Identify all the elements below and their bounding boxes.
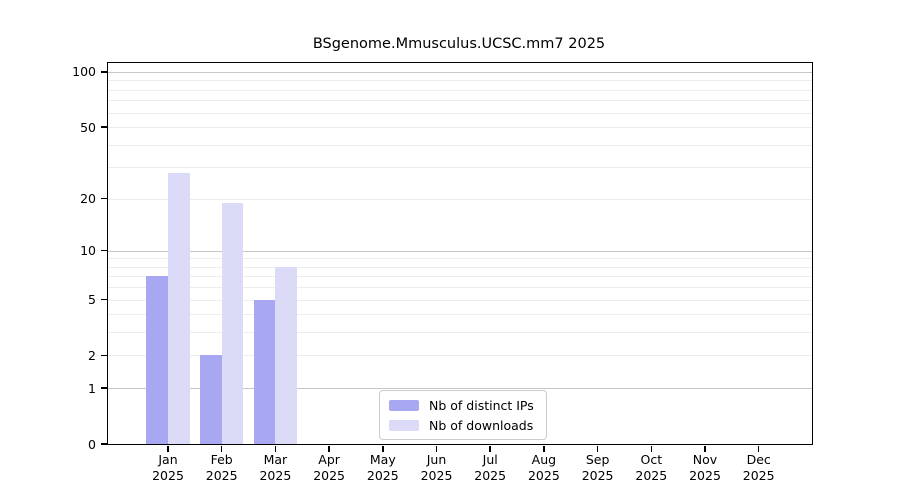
- x-tick-aug: [543, 445, 545, 452]
- y-tick-label-100: 100: [72, 64, 96, 80]
- x-tick-label-jul: Jul 2025: [474, 452, 507, 483]
- gridline-minor-3: [108, 332, 812, 334]
- x-tick-label-sep: Sep 2025: [581, 452, 614, 483]
- x-tick-label-dec: Dec 2025: [742, 452, 775, 483]
- gridline-major-10: [108, 250, 812, 252]
- gridline-minor-6: [108, 287, 812, 289]
- gridline-major-1: [108, 388, 812, 390]
- gridline-minor-2: [108, 355, 812, 357]
- gridline-minor-30: [108, 167, 812, 169]
- gridline-minor-40: [108, 144, 812, 146]
- x-tick-label-feb: Feb 2025: [205, 452, 238, 483]
- y-tick-2: [100, 354, 107, 357]
- chart-title: BSgenome.Mmusculus.UCSC.mm7 2025: [312, 36, 606, 52]
- gridline-minor-7: [108, 276, 812, 278]
- gridline-minor-50: [108, 127, 812, 129]
- x-tick-dec: [757, 445, 760, 452]
- gridline-minor-60: [108, 112, 812, 114]
- y-tick-label-20: 20: [80, 191, 96, 207]
- gridline-minor-5: [108, 299, 812, 301]
- plot-area: Nb of distinct IPs Nb of downloads 0 1 2 5 1…: [72, 62, 813, 483]
- y-tick-label-1: 1: [88, 380, 96, 396]
- legend-label-downloads: Nb of downloads: [429, 417, 534, 433]
- x-tick-oct: [650, 445, 653, 452]
- bar-downloads-feb: [221, 202, 244, 444]
- x-tick-label-oct: Oct 2025: [635, 452, 668, 483]
- bar-distinct-ips-jan: [146, 276, 168, 444]
- gridline-major-100: [108, 71, 812, 73]
- x-tick-nov: [704, 445, 706, 452]
- x-tick-label-apr: Apr 2025: [313, 452, 345, 483]
- gridline-minor-8: [108, 266, 812, 268]
- bar-distinct-ips-mar: [253, 299, 276, 444]
- x-tick-apr: [328, 445, 330, 452]
- x-tick-label-jun: Jun 2025: [420, 452, 453, 483]
- x-tick-mar: [274, 445, 277, 452]
- legend-row-distinct-ips: Nb of distinct IPs: [389, 397, 537, 413]
- legend: Nb of distinct IPs Nb of downloads: [379, 390, 547, 440]
- x-tick-feb: [220, 445, 223, 452]
- y-tick-label-2: 2: [88, 347, 96, 363]
- bar-distinct-ips-feb: [200, 355, 222, 444]
- x-tick-jan: [167, 445, 169, 452]
- y-tick-20: [100, 197, 107, 200]
- legend-label-distinct-ips: Nb of distinct IPs: [429, 397, 534, 413]
- bar-downloads-jan: [168, 172, 190, 444]
- bar-downloads-mar: [275, 266, 298, 444]
- y-tick-label-0: 0: [88, 436, 96, 452]
- x-tick-may: [382, 445, 384, 452]
- gridline-minor-20: [108, 198, 812, 200]
- y-tick-10: [100, 249, 107, 252]
- x-tick-label-may: May 2025: [366, 452, 399, 483]
- y-tick-50: [100, 126, 107, 128]
- legend-swatch-downloads: [389, 419, 419, 431]
- x-tick-jun: [435, 445, 438, 452]
- gridline-minor-80: [108, 89, 812, 91]
- x-tick-label-mar: Mar 2025: [259, 452, 292, 483]
- legend-swatch-distinct-ips: [389, 399, 419, 411]
- legend-row-downloads: Nb of downloads: [389, 417, 537, 433]
- gridline-minor-9: [108, 258, 812, 260]
- x-tick-label-aug: Aug 2025: [527, 452, 560, 483]
- gridline-minor-70: [108, 100, 812, 102]
- y-tick-100: [100, 71, 107, 73]
- x-tick-label-jan: Jan 2025: [152, 452, 184, 483]
- x-tick-sep: [596, 445, 599, 452]
- y-tick-5: [100, 298, 107, 301]
- x-tick-label-nov: Nov 2025: [689, 452, 721, 483]
- x-tick-jul: [489, 445, 491, 452]
- y-tick-label-5: 5: [88, 292, 96, 308]
- y-tick-label-10: 10: [80, 243, 96, 259]
- y-tick-0: [100, 443, 107, 445]
- y-tick-label-50: 50: [80, 119, 96, 135]
- y-tick-1: [100, 387, 107, 389]
- gridline-minor-4: [108, 314, 812, 316]
- gridline-minor-90: [108, 80, 812, 82]
